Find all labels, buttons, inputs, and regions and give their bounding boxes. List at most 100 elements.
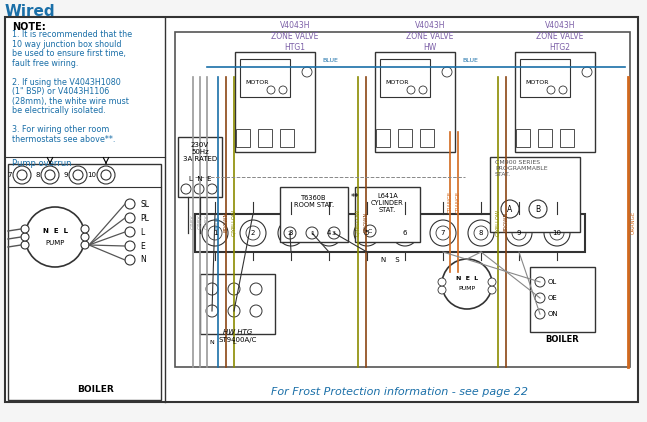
Circle shape <box>267 86 275 94</box>
Text: 10: 10 <box>553 230 562 236</box>
Circle shape <box>208 226 222 240</box>
Circle shape <box>430 220 456 246</box>
Text: BLUE: BLUE <box>462 58 478 63</box>
Text: NOTE:: NOTE: <box>12 22 46 32</box>
Bar <box>8 164 161 400</box>
Text: HW HTG: HW HTG <box>223 329 252 335</box>
Text: BOILER: BOILER <box>76 385 113 394</box>
Bar <box>398 129 412 147</box>
Circle shape <box>302 67 312 77</box>
Circle shape <box>407 86 415 94</box>
Circle shape <box>279 86 287 94</box>
Text: **: ** <box>351 193 360 202</box>
Text: (28mm), the white wire must: (28mm), the white wire must <box>12 97 129 106</box>
Text: N: N <box>140 255 146 265</box>
Text: L: L <box>232 340 236 344</box>
Circle shape <box>194 184 204 194</box>
Circle shape <box>202 220 228 246</box>
Circle shape <box>250 305 262 317</box>
Circle shape <box>246 226 260 240</box>
Text: N    S: N S <box>380 257 399 263</box>
Circle shape <box>278 220 304 246</box>
Text: V4043H
ZONE VALVE
HTG1: V4043H ZONE VALVE HTG1 <box>271 21 319 52</box>
Text: 3. For wiring other room: 3. For wiring other room <box>12 125 109 134</box>
Circle shape <box>529 200 547 218</box>
Circle shape <box>125 241 135 251</box>
Text: N: N <box>210 340 214 344</box>
Text: be electrically isolated.: be electrically isolated. <box>12 106 105 115</box>
Text: PUMP: PUMP <box>45 240 65 246</box>
Bar <box>490 157 580 232</box>
Circle shape <box>559 86 567 94</box>
Bar <box>380 59 430 97</box>
Circle shape <box>21 225 29 233</box>
Circle shape <box>81 241 89 249</box>
Circle shape <box>125 255 135 265</box>
Text: ON: ON <box>548 311 558 317</box>
Text: 3: 3 <box>332 230 336 235</box>
Bar <box>236 129 250 147</box>
Text: BLUE: BLUE <box>215 215 221 229</box>
Circle shape <box>582 67 592 77</box>
Circle shape <box>125 199 135 209</box>
Text: 1: 1 <box>310 230 314 235</box>
Text: MOTOR: MOTOR <box>245 79 269 84</box>
Text: 6: 6 <box>402 230 407 236</box>
Text: G/YELLOW: G/YELLOW <box>232 208 237 235</box>
Bar <box>240 59 290 97</box>
Circle shape <box>17 170 27 180</box>
Bar <box>175 32 630 367</box>
Text: N  E  L: N E L <box>43 228 67 234</box>
Text: C: C <box>367 228 372 233</box>
Circle shape <box>316 220 342 246</box>
Text: 2. If using the V4043H1080: 2. If using the V4043H1080 <box>12 78 121 87</box>
Circle shape <box>535 293 545 303</box>
Bar <box>178 137 222 197</box>
Text: B: B <box>536 205 540 214</box>
Circle shape <box>228 305 240 317</box>
Circle shape <box>21 233 29 241</box>
Text: 8: 8 <box>479 230 483 236</box>
Text: BROWN: BROWN <box>503 212 509 232</box>
Circle shape <box>25 207 85 267</box>
Bar <box>355 187 420 242</box>
Text: GREY: GREY <box>204 215 210 229</box>
Text: 4: 4 <box>327 230 331 236</box>
Text: E: E <box>140 241 145 251</box>
Text: PUMP: PUMP <box>459 287 476 292</box>
Circle shape <box>468 220 494 246</box>
Circle shape <box>438 286 446 294</box>
Circle shape <box>69 166 87 184</box>
Text: OL: OL <box>548 279 557 285</box>
Text: 2: 2 <box>251 230 255 236</box>
Bar <box>560 129 574 147</box>
Text: 3: 3 <box>289 230 293 236</box>
Bar <box>515 52 595 152</box>
Circle shape <box>73 170 83 180</box>
Text: V4043H
ZONE VALVE
HTG2: V4043H ZONE VALVE HTG2 <box>536 21 584 52</box>
Bar <box>376 129 390 147</box>
Text: 230V
50Hz
3A RATED: 230V 50Hz 3A RATED <box>183 142 217 162</box>
Circle shape <box>207 184 217 194</box>
Text: ORANGE: ORANGE <box>448 191 452 213</box>
Circle shape <box>21 241 29 249</box>
Circle shape <box>550 226 564 240</box>
Circle shape <box>360 226 374 240</box>
Text: OE: OE <box>548 295 558 301</box>
Text: 8: 8 <box>36 172 40 178</box>
Circle shape <box>284 226 298 240</box>
Bar <box>520 59 570 97</box>
Circle shape <box>506 220 532 246</box>
Text: fault free wiring.: fault free wiring. <box>12 59 78 68</box>
Circle shape <box>535 309 545 319</box>
Circle shape <box>306 227 318 239</box>
Text: GREY: GREY <box>190 215 195 229</box>
Circle shape <box>250 283 262 295</box>
Bar <box>235 52 315 152</box>
Text: ST9400A/C: ST9400A/C <box>218 337 257 343</box>
Bar <box>375 52 455 152</box>
Text: V4043H
ZONE VALVE
HW: V4043H ZONE VALVE HW <box>406 21 454 52</box>
Circle shape <box>284 227 296 239</box>
Circle shape <box>442 259 492 309</box>
Bar <box>516 129 530 147</box>
